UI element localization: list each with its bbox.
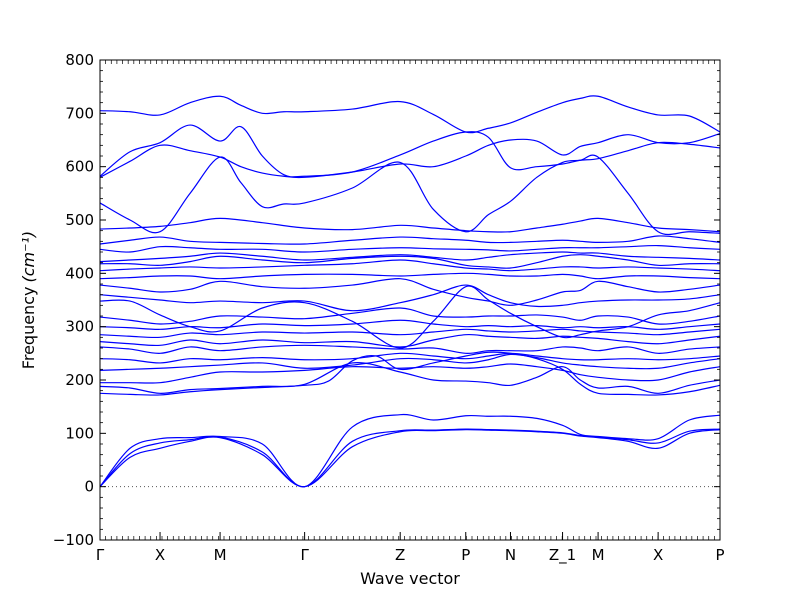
phonon-band-5	[99, 362, 721, 394]
y-tick-label: 400	[65, 264, 94, 282]
phonon-band-3	[99, 413, 721, 488]
phonon-band-18	[99, 259, 721, 272]
y-axis-title-unit: (cm⁻¹)	[19, 231, 38, 283]
y-axis-title: Frequency (cm⁻¹)	[19, 231, 38, 369]
y-tick-label: 500	[65, 211, 94, 229]
y-tick-label: 800	[65, 51, 94, 69]
y-axis-ticks: −100 0 100 200 300 400 500 600 700 800	[53, 51, 720, 549]
phonon-band-6	[100, 363, 721, 384]
phonon-band-8	[99, 352, 721, 364]
x-tick-label: M	[214, 546, 227, 564]
x-tick-label: N	[505, 546, 516, 564]
y-tick-label: 100	[65, 424, 94, 442]
phonon-band-10	[99, 333, 721, 348]
phonon-band-25	[99, 133, 721, 179]
phonon-band-27	[99, 95, 721, 134]
phonon-band-17	[99, 272, 721, 280]
y-tick-label: 0	[84, 478, 94, 496]
phonon-band-16	[99, 278, 721, 306]
y-tick-label: 600	[65, 158, 94, 176]
phonon-band-15	[99, 284, 721, 312]
phonon-band-23	[99, 217, 721, 233]
y-tick-label: −100	[53, 531, 94, 549]
x-axis-title: Wave vector	[360, 569, 460, 588]
x-tick-label: M	[592, 546, 605, 564]
y-tick-label: 200	[65, 371, 94, 389]
phonon-band-7	[99, 353, 721, 371]
x-tick-label: X	[155, 546, 165, 564]
x-tick-label: X	[653, 546, 663, 564]
phonon-band-9	[99, 344, 721, 354]
x-tick-label: Γ	[300, 546, 309, 564]
phonon-band-21	[99, 244, 721, 253]
y-tick-label: 700	[65, 104, 94, 122]
phonon-band-2	[99, 428, 721, 488]
phonon-band-26	[99, 124, 721, 178]
phonon-band-19	[99, 254, 721, 269]
phonon-band-12	[99, 319, 721, 330]
x-axis-ticks: Γ X M Γ Z P N Z_1 M X P	[96, 60, 725, 565]
x-tick-label: Γ	[96, 546, 105, 564]
y-tick-label: 300	[65, 318, 94, 336]
phonon-band-14	[99, 285, 721, 349]
x-tick-label: P	[461, 546, 470, 564]
x-tick-label: P	[715, 546, 724, 564]
phonon-band-24	[99, 154, 721, 236]
phonon-band-13	[99, 307, 721, 325]
x-tick-label: Z	[395, 546, 405, 564]
y-axis-title-text: Frequency	[19, 287, 38, 370]
phonon-band-22	[99, 235, 721, 245]
band-lines-group	[99, 95, 721, 488]
phonon-band-4	[99, 351, 721, 396]
phonon-band-20	[99, 251, 721, 263]
phonon-band-11	[99, 328, 721, 339]
x-tick-label: Z_1	[549, 546, 576, 565]
